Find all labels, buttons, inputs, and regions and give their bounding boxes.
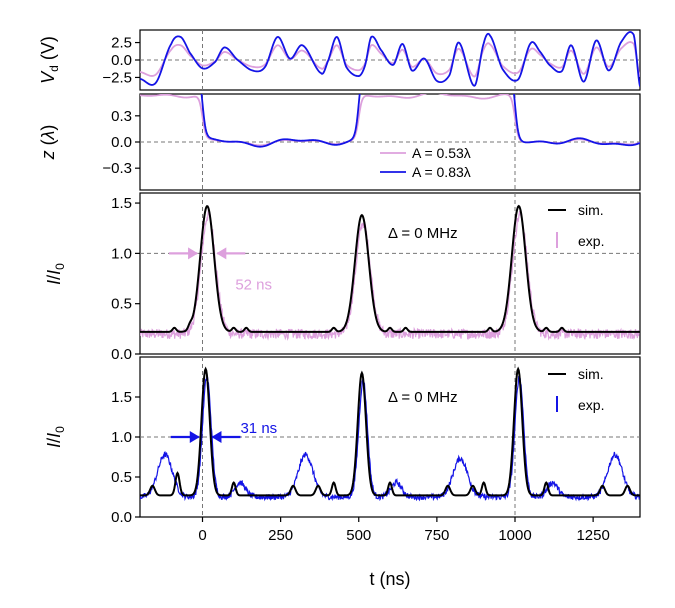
i1-sim-line [140, 204, 640, 333]
ytick-label-i1-1: 0.5 [111, 296, 132, 313]
ytick-label-vd-0: 2.5 [111, 35, 132, 52]
ytick-label-z-0: 0.3 [111, 108, 132, 125]
i1-width-label: 52 ns [235, 276, 272, 293]
z-series-line-0 [140, 94, 640, 147]
i2-legend-label-sim: sim. [578, 366, 604, 382]
x-axis-label: t (ns) [369, 569, 410, 589]
z-legend-label-0: A = 0.53λ [412, 145, 471, 161]
panel-i1: 0.0 0.5 1.0 1.5 Δ = 0 MHz sim. exp. 52 ns I/I0 [44, 192, 641, 363]
i2-legend-label-exp: exp. [578, 397, 604, 413]
panel-vd: 2.50.0−2.5 Vd (V) [38, 29, 641, 91]
panel-i2-ylabel: I/I0 [44, 426, 67, 448]
i2-annotation: Δ = 0 MHz [388, 389, 458, 406]
xtick-label-0: 0 [198, 527, 206, 544]
xtick-label-2: 500 [346, 527, 371, 544]
i1-annotation: Δ = 0 MHz [388, 225, 458, 242]
xtick-label-3: 750 [424, 527, 449, 544]
ytick-label-z-1: 0.0 [111, 134, 132, 151]
ytick-label-i2-2: 1.0 [111, 429, 132, 446]
panel-i2: 0.0 0.5 1.0 1.5 Δ = 0 MHz sim. exp. 31 ns 0 250 50… [44, 356, 641, 589]
i2-sim-line [140, 366, 640, 497]
i2-width-arrowhead-right [211, 431, 222, 443]
i1-width-arrowhead-left [188, 247, 199, 260]
ytick-label-i2-3: 1.5 [111, 389, 132, 406]
i1-width-arrowhead-right [216, 247, 227, 260]
xtick-label-4: 1000 [498, 527, 531, 544]
panel-z: 0.3 0.0 −0.3 A = 0.53λ A = 0.83λ z (λ) [38, 93, 641, 191]
ytick-label-i1-3: 1.5 [111, 195, 132, 212]
ytick-label-i1-2: 1.0 [111, 245, 132, 262]
panel-i1-frame [139, 192, 641, 355]
xtick-label-1: 250 [268, 527, 293, 544]
panel-vd-ylabel: Vd (V) [38, 36, 61, 84]
i1-legend-label-exp: exp. [578, 233, 604, 249]
ytick-label-z-2: −0.3 [102, 160, 132, 177]
ytick-label-vd-1: 0.0 [111, 52, 132, 69]
z-series-line-1 [200, 94, 640, 148]
ytick-label-vd-2: −2.5 [102, 69, 132, 86]
z-legend-label-1: A = 0.83λ [412, 164, 471, 180]
ytick-label-i2-1: 0.5 [111, 469, 132, 486]
ytick-label-i1-0: 0.0 [111, 346, 132, 363]
ytick-label-i2-0: 0.0 [111, 509, 132, 526]
xtick-label-5: 1250 [576, 527, 609, 544]
panel-i1-ylabel: I/I0 [44, 263, 67, 285]
i2-exp-line [140, 375, 640, 502]
vd-series-line-1 [140, 31, 640, 87]
i1-legend-label-sim: sim. [578, 202, 604, 218]
i2-width-arrowhead-left [189, 431, 200, 443]
panel-z-ylabel: z (λ) [38, 125, 58, 161]
i1-exp-line [140, 209, 640, 341]
i2-width-label: 31 ns [240, 420, 277, 437]
